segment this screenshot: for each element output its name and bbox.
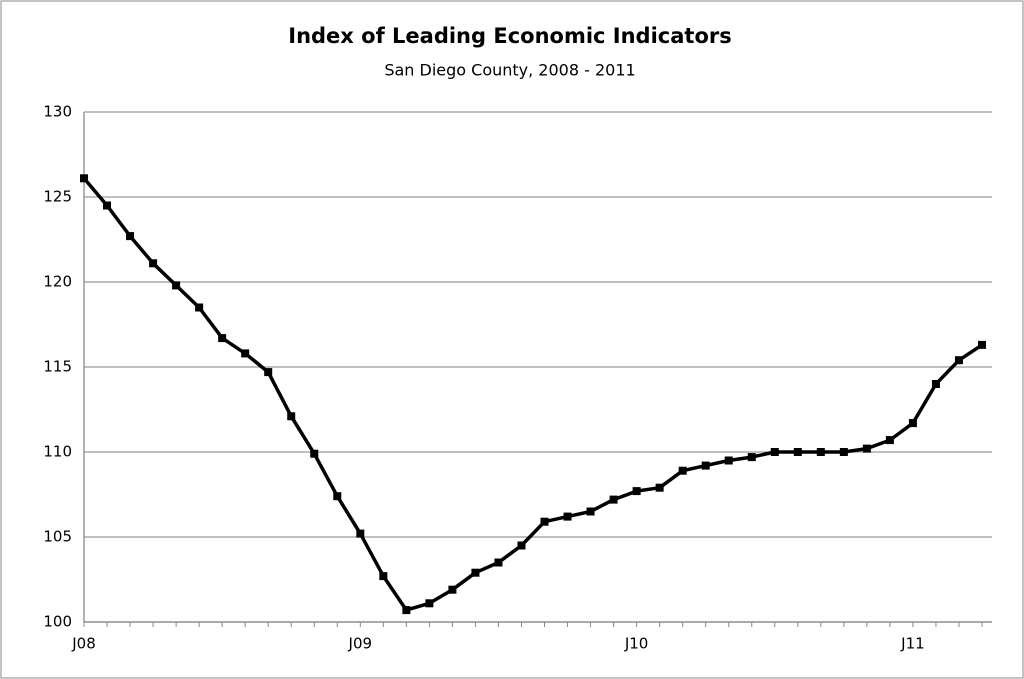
marker bbox=[494, 558, 503, 567]
y-tick-label: 130 bbox=[43, 103, 72, 121]
marker bbox=[356, 529, 365, 538]
marker bbox=[632, 487, 641, 496]
marker bbox=[770, 448, 779, 456]
marker bbox=[954, 356, 963, 365]
marker bbox=[747, 453, 756, 462]
x-tick-label: J08 bbox=[71, 635, 96, 653]
marker bbox=[793, 448, 802, 456]
marker bbox=[425, 599, 434, 608]
marker bbox=[264, 368, 273, 377]
line-series bbox=[82, 177, 983, 612]
x-tick-label: J09 bbox=[348, 635, 373, 653]
marker bbox=[379, 572, 388, 581]
y-tick-label: 125 bbox=[43, 188, 72, 206]
marker bbox=[195, 303, 204, 312]
y-tick-label: 105 bbox=[43, 528, 72, 546]
y-tick-label: 100 bbox=[43, 613, 72, 631]
marker bbox=[978, 340, 986, 349]
marker bbox=[517, 541, 526, 550]
marker bbox=[908, 419, 917, 428]
marker bbox=[655, 483, 664, 492]
marker bbox=[80, 174, 88, 183]
marker bbox=[333, 492, 342, 501]
marker bbox=[931, 380, 940, 388]
y-tick-label: 110 bbox=[43, 443, 72, 461]
chart-title: Index of Leading Economic Indicators bbox=[288, 24, 731, 48]
marker bbox=[448, 585, 457, 594]
marker bbox=[103, 201, 112, 210]
marker bbox=[471, 568, 480, 577]
marker bbox=[678, 466, 687, 475]
x-tick-label: J11 bbox=[900, 635, 925, 653]
marker bbox=[149, 259, 158, 268]
marker bbox=[724, 456, 733, 465]
marker bbox=[701, 461, 710, 470]
marker bbox=[241, 349, 250, 358]
marker bbox=[540, 517, 549, 526]
marker bbox=[609, 495, 618, 504]
marker bbox=[310, 449, 319, 458]
marker bbox=[287, 412, 296, 421]
marker bbox=[563, 512, 572, 521]
y-tick-label: 120 bbox=[43, 273, 72, 291]
y-tick-label: 115 bbox=[43, 358, 72, 376]
chart-subtitle: San Diego County, 2008 - 2011 bbox=[384, 61, 635, 80]
marker bbox=[126, 232, 135, 241]
marker bbox=[862, 444, 871, 453]
marker bbox=[586, 507, 595, 516]
marker bbox=[402, 606, 411, 615]
marker bbox=[839, 448, 848, 456]
marker bbox=[172, 281, 181, 290]
marker bbox=[816, 448, 825, 456]
x-tick-label: J10 bbox=[624, 635, 649, 653]
marker bbox=[885, 436, 894, 445]
marker bbox=[218, 334, 227, 343]
